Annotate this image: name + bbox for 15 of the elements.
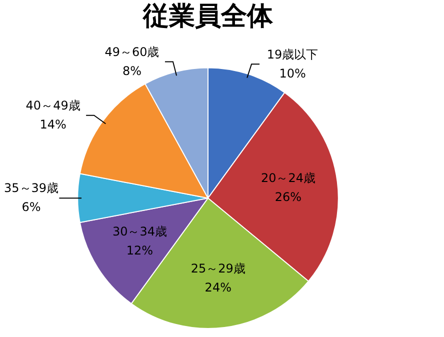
chart-title: 従業員全体 (142, 1, 274, 32)
data-label: 6% (22, 200, 41, 214)
slice-label: 19歳以下 (266, 47, 318, 62)
data-label: 10% (279, 66, 306, 80)
data-label: 26% (274, 190, 302, 204)
data-label: 24% (204, 280, 232, 294)
slice-label: 30～34歳 (112, 224, 168, 239)
slice-label: 49～60歳 (104, 44, 160, 59)
slice-label: 40～49歳 (26, 98, 80, 112)
slice-label: 35～39歳 (4, 181, 59, 196)
slice-label: 25～29歳 (190, 261, 246, 276)
slice-label: 20～24歳 (260, 171, 316, 186)
data-label: 12% (126, 244, 154, 258)
data-label: 8% (122, 64, 142, 78)
data-label: 14% (40, 117, 66, 132)
